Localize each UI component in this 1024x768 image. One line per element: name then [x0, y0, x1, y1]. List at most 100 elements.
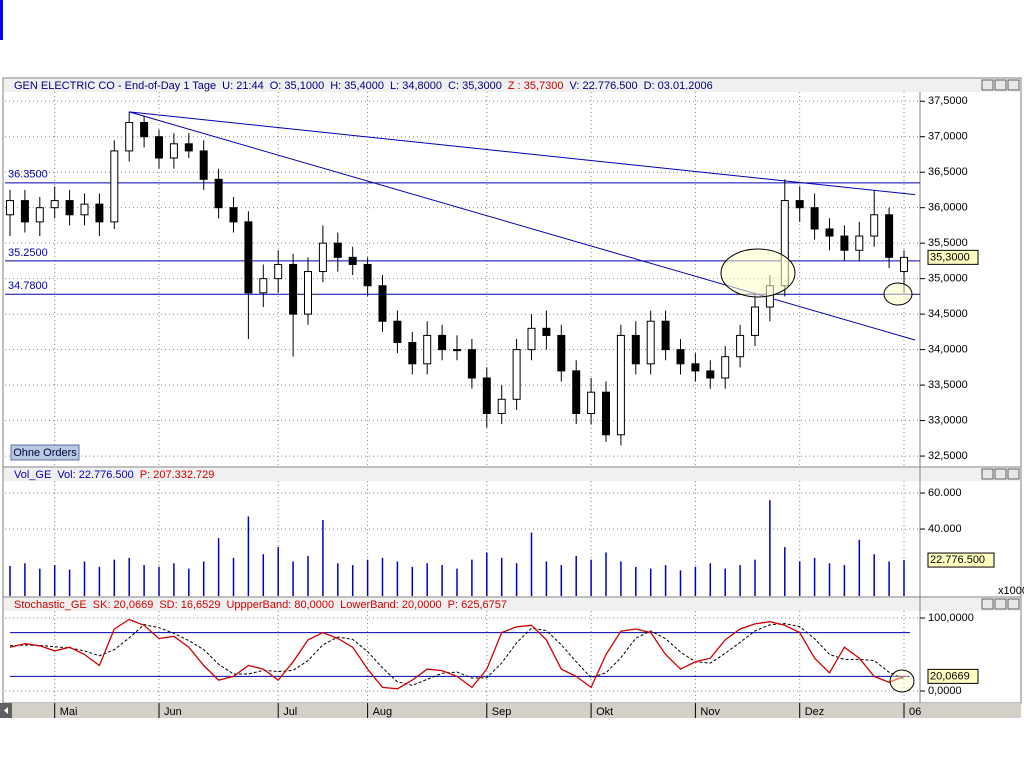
window-button[interactable] [994, 79, 1007, 91]
candle-body [587, 391, 596, 414]
candle-body [125, 122, 134, 152]
candle-body [631, 334, 640, 365]
candle-body [616, 334, 625, 436]
y-tick-label: 37,0000 [928, 131, 968, 143]
window-buttons [981, 79, 1020, 610]
header-item: P: 625,6757 [448, 599, 507, 611]
candle-body [900, 256, 908, 273]
panel-header: Stochastic_GE SK: 20,0669 SD: 16,6529 Upppe… [14, 599, 507, 611]
button-label[interactable]: Ohne Orders [13, 447, 77, 459]
x-tick-label: Jun [164, 706, 182, 718]
candle-body [50, 200, 59, 209]
candle-body [825, 228, 834, 237]
candle-body [602, 391, 610, 436]
header-item: U: 21:44 [222, 80, 264, 92]
candle-body [676, 349, 685, 365]
candle-body [557, 334, 566, 372]
candle-body [467, 349, 476, 379]
panel-header: GEN ELECTRIC CO - End-of-Day 1 Tage U: 21… [14, 80, 713, 92]
trendline [129, 111, 916, 341]
x-tick-label: Okt [596, 706, 613, 718]
candle-body [35, 207, 44, 223]
header-item: Stochastic_GE [14, 599, 87, 611]
last-value-label: 22.776.500 [930, 554, 985, 566]
y-tick-label: 60.000 [928, 487, 962, 499]
candle-body [423, 334, 432, 365]
header-item: O: 35,1000 [270, 80, 324, 92]
horizontal-line-label: 35.2500 [8, 247, 48, 259]
candle-body [199, 150, 208, 180]
candle-body [95, 203, 104, 223]
header-item: H: 35,4000 [330, 80, 384, 92]
candle-body [214, 178, 223, 209]
y-tick-label: 33,5000 [928, 379, 968, 391]
window-button[interactable] [981, 598, 994, 610]
candle-body [721, 356, 730, 379]
candle-body [289, 263, 298, 315]
candle-body [840, 235, 849, 251]
stochastic-line [9, 618, 905, 690]
candle-body [140, 122, 149, 138]
candle-body [795, 200, 804, 209]
y-tick-label: 34,5000 [928, 308, 968, 320]
candle-body [6, 200, 14, 216]
y-tick-label: 36,5000 [928, 166, 968, 178]
y-tick-label: 0,0000 [928, 685, 962, 697]
x-tick-label: Mai [60, 706, 78, 718]
highlight-ellipse [720, 248, 796, 298]
candle-body [274, 263, 283, 280]
candle-body [870, 214, 879, 237]
last-value-label: 20,0669 [930, 670, 970, 682]
window-button[interactable] [981, 468, 994, 480]
candle-body [333, 242, 342, 258]
panel-header: Vol_GE Vol: 22.776.500 P: 207.332.729 [14, 469, 214, 481]
y-tick-label: 37,5000 [928, 95, 968, 107]
candle-body [110, 150, 119, 223]
candle-body [20, 200, 29, 223]
trendline [129, 111, 916, 196]
header-bar [4, 79, 1020, 92]
window-button[interactable] [1007, 598, 1020, 610]
candle-body [646, 320, 655, 365]
candle-body [691, 363, 700, 372]
last-value-box [927, 249, 979, 265]
y-tick-label: 100,0000 [928, 612, 974, 624]
candle-body [542, 327, 551, 336]
candle-body [184, 143, 193, 152]
candle-body [408, 342, 417, 365]
y-tick-label: 36,0000 [928, 202, 968, 214]
candle-body [348, 256, 357, 265]
header-item: LowerBand: 20,0000 [340, 599, 442, 611]
y-tick-label: 35,0000 [928, 273, 968, 285]
highlight-ellipse [889, 669, 915, 693]
candle-body [155, 136, 163, 159]
unit-note: x1000 [998, 585, 1024, 597]
scroll-arrow [4, 707, 8, 714]
window-button[interactable] [994, 598, 1007, 610]
window-button[interactable] [1007, 79, 1020, 91]
candle-body [169, 143, 178, 159]
candle-body [512, 349, 521, 400]
header-item: Z : 35,7300 [508, 80, 564, 92]
button[interactable] [10, 444, 80, 461]
header-item: D: 03.01.2006 [644, 80, 713, 92]
candle-body [438, 334, 447, 351]
candle-body [706, 370, 715, 379]
candle-body [363, 263, 372, 287]
header-bar [4, 598, 1020, 611]
candle-body [855, 235, 864, 251]
x-tick-label: Jul [283, 706, 297, 718]
header-item: GEN ELECTRIC CO - End-of-Day 1 Tage [14, 80, 216, 92]
window-button[interactable] [1007, 468, 1020, 480]
x-tick-label: Aug [373, 706, 393, 718]
header-item: L: 34,8000 [390, 80, 442, 92]
window-button[interactable] [994, 468, 1007, 480]
window-button[interactable] [981, 79, 994, 91]
header-item: Vol: 22.776.500 [57, 469, 133, 481]
orders-button[interactable]: Ohne Orders [10, 444, 80, 461]
last-value-box [927, 552, 995, 568]
candle-body [885, 214, 894, 258]
candle-body [751, 306, 759, 336]
header-item: Vol_GE [14, 469, 51, 481]
candle-body [736, 334, 745, 358]
